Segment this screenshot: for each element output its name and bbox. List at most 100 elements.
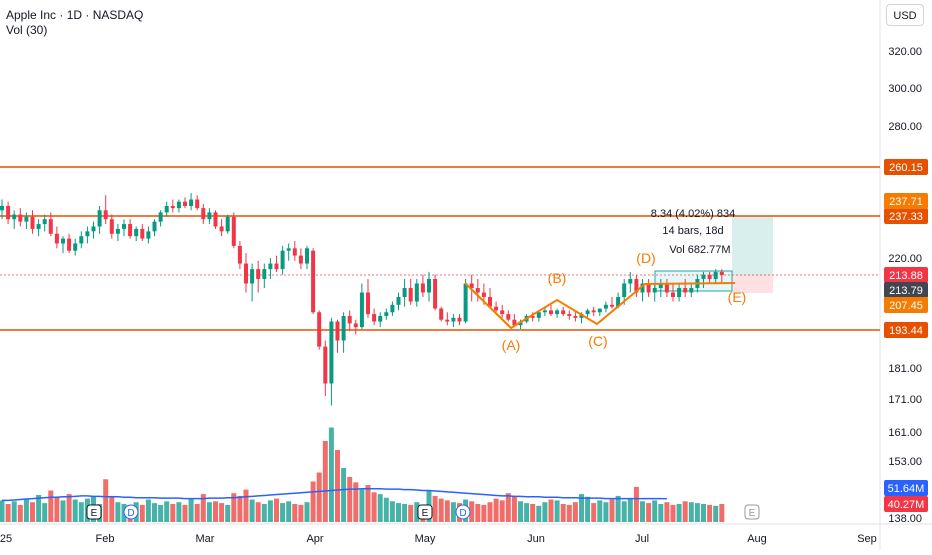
volume-bar <box>194 504 200 522</box>
candle-body <box>707 274 712 279</box>
volume-bar <box>145 499 151 522</box>
candle-body <box>396 297 401 305</box>
volume-bar <box>237 495 243 522</box>
candle-body <box>500 310 505 315</box>
candle-body <box>91 226 96 232</box>
volume-bar <box>316 472 322 522</box>
volume-bar <box>322 441 328 522</box>
candle-body <box>146 231 151 239</box>
event-marker-label: D <box>459 508 466 519</box>
candle-body <box>408 287 413 302</box>
volume-bar <box>72 499 78 522</box>
event-marker-label: E <box>422 508 429 519</box>
candle-body <box>6 205 11 220</box>
volume-tag-text: 51.64M <box>888 483 925 495</box>
event-marker-label: E <box>91 508 98 519</box>
candle-body <box>414 283 419 302</box>
volume-bar <box>182 504 188 522</box>
candle-body <box>622 283 627 298</box>
candle-body <box>677 287 682 298</box>
candle-body <box>79 236 84 244</box>
candle-body <box>152 221 157 232</box>
candle-body <box>18 214 23 222</box>
volume-bar <box>11 501 17 522</box>
volume-bar <box>627 498 633 522</box>
volume-bar <box>566 504 572 522</box>
candle-body <box>481 292 486 298</box>
candle-body <box>12 214 17 220</box>
volume-bar <box>335 450 340 522</box>
currency-button[interactable]: USD <box>886 4 924 26</box>
level-tag <box>884 208 928 224</box>
price-tag <box>884 193 928 209</box>
candle-body <box>250 269 255 284</box>
volume-bar <box>5 504 11 522</box>
candle-body <box>372 314 377 322</box>
volume-bar <box>377 494 383 522</box>
candle-body <box>207 212 212 220</box>
candle-body <box>256 269 261 279</box>
volume-bar <box>591 503 597 522</box>
volume-bar <box>286 501 292 522</box>
volume-bar <box>219 503 225 522</box>
candle-body <box>97 210 102 227</box>
candle-body <box>469 283 474 288</box>
candle-body <box>658 283 663 288</box>
candle-body <box>189 199 194 206</box>
volume-bar <box>267 500 273 522</box>
candle-body <box>317 312 322 347</box>
volume-bar <box>597 500 603 522</box>
price-tag-text: 207.45 <box>889 300 923 312</box>
candle-body <box>427 278 431 293</box>
volume-bar <box>682 501 688 522</box>
volume-bar <box>396 503 401 522</box>
candle-body <box>536 312 541 318</box>
volume-bar <box>23 498 29 522</box>
candle-body <box>378 315 383 322</box>
volume-bar <box>304 502 310 522</box>
candle-body <box>298 255 303 264</box>
candle-body <box>420 283 425 293</box>
volume-bar <box>469 501 475 522</box>
wave-pattern-line <box>464 282 736 330</box>
volume-bar <box>158 504 164 522</box>
candle-body <box>683 287 688 293</box>
volume-bar <box>694 503 700 522</box>
volume-bar <box>505 493 511 522</box>
candle-body <box>195 199 200 209</box>
candle-body <box>170 205 175 209</box>
candle-body <box>603 304 608 309</box>
candle-body <box>67 238 72 251</box>
candle-body <box>54 233 59 244</box>
volume-bar <box>572 502 578 522</box>
candle-body <box>134 228 139 237</box>
volume-bar <box>170 504 176 522</box>
candle-body <box>341 315 346 341</box>
volume-bar <box>481 504 487 522</box>
volume-bar <box>719 504 725 522</box>
volume-bar <box>487 502 493 522</box>
volume-ma-line <box>2 487 667 502</box>
candle-body <box>512 319 517 326</box>
candle-body <box>366 292 370 315</box>
candle-body <box>634 278 639 293</box>
candle-body <box>475 287 480 293</box>
candle-body <box>128 224 133 237</box>
volume-bar <box>200 494 206 522</box>
volume-bar <box>109 495 115 522</box>
volume-bar <box>78 502 84 522</box>
volume-bar <box>36 495 42 522</box>
measure-loss-zone <box>732 275 773 293</box>
candle-body <box>42 219 47 225</box>
dividend-marker <box>455 504 471 520</box>
candle-body <box>390 304 395 313</box>
volume-bar <box>518 501 523 522</box>
volume-bar <box>609 499 615 522</box>
candle-body <box>463 283 468 322</box>
candle-body <box>579 314 584 318</box>
candle-body <box>433 278 438 309</box>
volume-bar <box>530 504 536 522</box>
volume-bar <box>188 498 194 522</box>
